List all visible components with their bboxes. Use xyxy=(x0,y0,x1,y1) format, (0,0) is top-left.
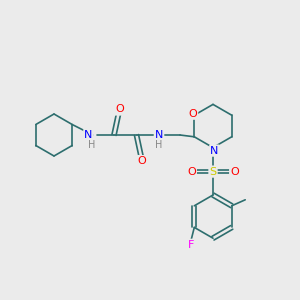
Text: O: O xyxy=(230,167,239,177)
Text: F: F xyxy=(188,240,194,250)
Text: O: O xyxy=(115,104,124,115)
Text: N: N xyxy=(210,146,219,156)
Text: H: H xyxy=(88,140,95,151)
Text: N: N xyxy=(84,130,93,140)
Text: O: O xyxy=(137,156,146,166)
Text: S: S xyxy=(209,167,217,177)
Text: O: O xyxy=(187,167,196,177)
Text: O: O xyxy=(188,109,197,119)
Text: N: N xyxy=(155,130,163,140)
Text: H: H xyxy=(155,140,163,151)
